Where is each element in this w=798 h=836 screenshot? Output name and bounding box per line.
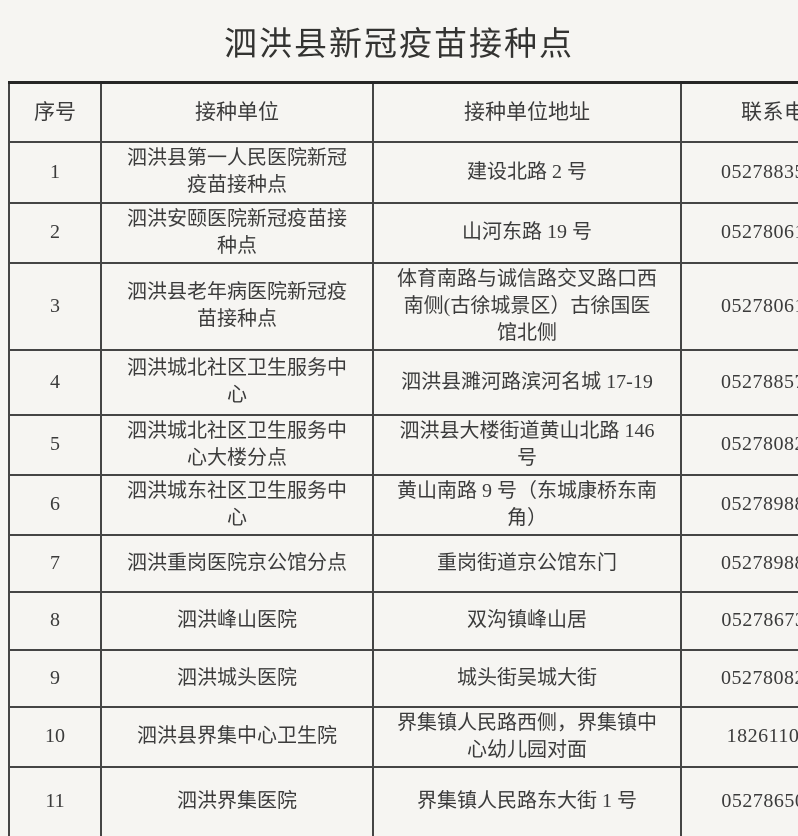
cell-address: 泗洪县濉河路滨河名城 17-19	[372, 348, 682, 416]
cell-address: 界集镇人民路东大街 1 号	[372, 765, 682, 836]
cell-address: 界集镇人民路西侧，界集镇中心幼儿园对面	[372, 705, 682, 768]
cell-address: 重岗街道京公馆东门	[372, 533, 682, 593]
cell-index: 8	[8, 590, 102, 651]
cell-address: 城头街吴城大街	[372, 648, 682, 708]
cell-address: 黄山南路 9 号（东城康桥东南角）	[372, 473, 682, 536]
cell-index: 6	[8, 473, 102, 536]
cell-unit: 泗洪城北社区卫生服务中心大楼分点	[100, 413, 374, 476]
cell-phone: 052788359765	[680, 140, 798, 204]
cell-unit: 泗洪县老年病医院新冠疫苗接种点	[100, 261, 374, 351]
cell-phone: 052780821549	[680, 648, 798, 708]
table-row: 3 泗洪县老年病医院新冠疫苗接种点 体育南路与诚信路交叉路口西南侧(古徐城景区）古徐…	[8, 261, 798, 351]
cell-unit: 泗洪县界集中心卫生院	[100, 705, 374, 768]
cell-phone: 052780610871	[680, 201, 798, 264]
cell-phone: 052789882036	[680, 473, 798, 536]
cell-phone: 052780616252	[680, 261, 798, 351]
cell-phone: 052786731169	[680, 590, 798, 651]
cell-address: 双沟镇峰山居	[372, 590, 682, 651]
cell-phone: 052788578988	[680, 348, 798, 416]
table-row: 10泗洪县界集中心卫生院界集镇人民路西侧，界集镇中心幼儿园对面182611087…	[8, 705, 798, 768]
header-cell-address: 接种单位地址	[372, 81, 682, 143]
cell-phone: 052786501120	[680, 765, 798, 836]
cell-index: 9	[8, 648, 102, 708]
cell-unit: 泗洪城东社区卫生服务中心	[100, 473, 374, 536]
cell-phone: 052780821554	[680, 413, 798, 476]
header-cell-unit: 接种单位	[100, 81, 374, 143]
cell-address: 体育南路与诚信路交叉路口西南侧(古徐城景区）古徐国医馆北侧	[372, 261, 682, 351]
cell-unit: 泗洪城头医院	[100, 648, 374, 708]
cell-index: 2	[8, 201, 102, 264]
cell-index: 4	[8, 348, 102, 416]
table-row: 8泗洪峰山医院双沟镇峰山居052786731169	[8, 590, 798, 651]
cell-address: 泗洪县大楼街道黄山北路 146 号	[372, 413, 682, 476]
table-row: 9泗洪城头医院城头街吴城大街052780821549	[8, 648, 798, 708]
cell-index: 10	[8, 705, 102, 768]
vaccination-sites-table: 序号 接种单位 接种单位地址 联系电话 1泗洪县第一人民医院新冠疫苗接种点建设北…	[8, 81, 798, 836]
cell-address: 山河东路 19 号	[372, 201, 682, 264]
cell-unit: 泗洪峰山医院	[100, 590, 374, 651]
cell-index: 1	[8, 140, 102, 204]
cell-address: 建设北路 2 号	[372, 140, 682, 204]
header-cell-phone: 联系电话	[680, 81, 798, 143]
cell-unit: 泗洪重岗医院京公馆分点	[100, 533, 374, 593]
cell-phone: 052789886196	[680, 533, 798, 593]
cell-index: 3	[8, 261, 102, 351]
page-title: 泗洪县新冠疫苗接种点	[224, 27, 574, 63]
cell-unit: 泗洪城北社区卫生服务中心	[100, 348, 374, 416]
cell-index: 5	[8, 413, 102, 476]
table-row: 7泗洪重岗医院京公馆分点重岗街道京公馆东门052789886196	[8, 533, 798, 593]
cell-index: 11	[8, 765, 102, 836]
cell-unit: 泗洪界集医院	[100, 765, 374, 836]
cell-index: 7	[8, 533, 102, 593]
cell-phone: 18261108789	[680, 705, 798, 768]
header-cell-index: 序号	[8, 81, 102, 143]
cell-unit: 泗洪安颐医院新冠疫苗接种点	[100, 201, 374, 264]
table-header-row: 序号 接种单位 接种单位地址 联系电话	[8, 81, 798, 143]
cell-unit: 泗洪县第一人民医院新冠疫苗接种点	[100, 140, 374, 204]
table-row: 5 泗洪城北社区卫生服务中心大楼分点 泗洪县大楼街道黄山北路 146 号 052780…	[8, 413, 798, 476]
